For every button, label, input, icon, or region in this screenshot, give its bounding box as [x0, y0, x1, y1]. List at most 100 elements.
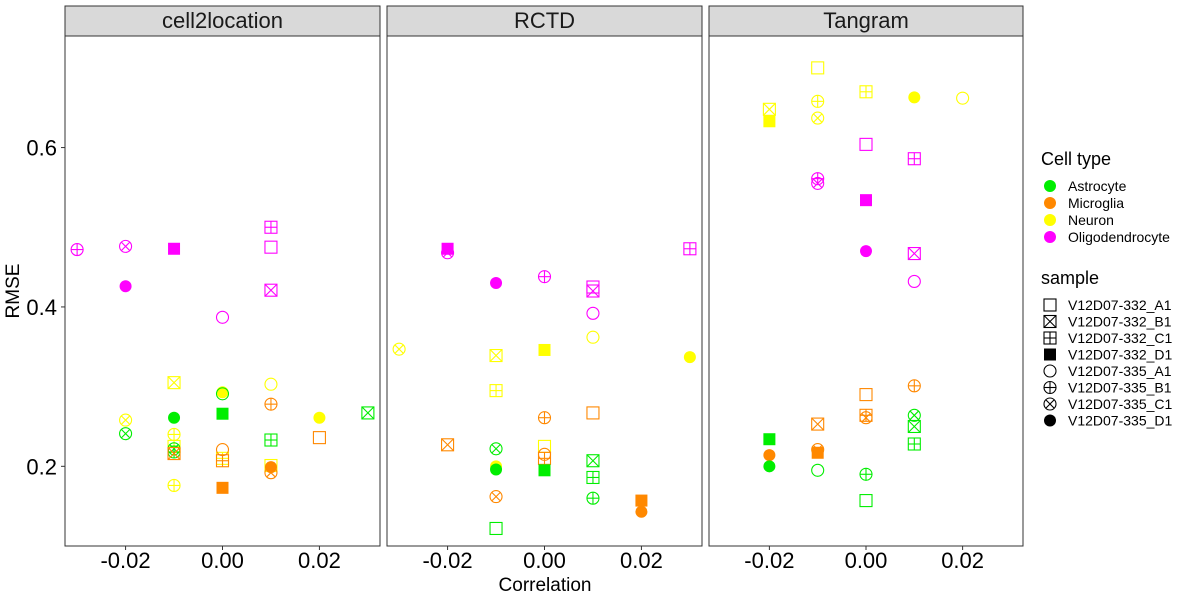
legend-key: [1044, 231, 1056, 243]
facet-strip-label: Tangram: [823, 8, 909, 33]
legend-label: Oligodendrocyte: [1068, 229, 1170, 245]
data-point: [215, 310, 230, 324]
data-point: [538, 464, 551, 477]
data-point: [490, 277, 503, 290]
legend-label: V12D07-335_C1: [1068, 396, 1173, 412]
data-point: [586, 284, 600, 298]
legend-label: V12D07-332_B1: [1068, 314, 1172, 330]
legend-key: [1044, 414, 1056, 427]
legend-item-cell-type: Oligodendrocyte: [1044, 229, 1170, 245]
data-point: [441, 438, 455, 452]
legend-title-cell-type: Cell type: [1041, 149, 1111, 169]
data-point: [538, 343, 551, 356]
legend-item-sample: V12D07-335_D1: [1044, 413, 1173, 429]
facet-panels: cell2location -0.02 0.00 0.02 RCTD -0.02 0.00 0…: [64, 5, 1024, 573]
data-point: [264, 283, 278, 297]
legend-key: [1043, 380, 1057, 395]
legend-key: [1043, 331, 1057, 345]
data-point: [763, 433, 776, 446]
facet-strip: [386, 5, 703, 37]
legend-key: [1043, 397, 1057, 411]
data-point: [361, 406, 375, 420]
data-point: [859, 137, 873, 151]
data-point: [167, 376, 181, 390]
legend-label: V12D07-335_A1: [1068, 363, 1172, 379]
x-tick-label: 0.02: [620, 548, 663, 573]
legend-item-sample: V12D07-332_A1: [1043, 297, 1172, 313]
data-point: [215, 387, 230, 401]
legend-key: [1044, 197, 1056, 209]
x-tick-label: 0.00: [845, 548, 888, 573]
data-point: [907, 408, 921, 422]
data-point: [441, 242, 454, 255]
data-point: [908, 91, 921, 104]
data-point: [859, 494, 873, 508]
data-point: [859, 467, 873, 481]
data-point: [119, 427, 133, 441]
x-tick-label: -0.02: [100, 548, 150, 573]
facet-plot-area: [708, 35, 1024, 547]
data-point: [168, 242, 181, 255]
data-point: [763, 115, 776, 128]
data-point: [860, 194, 872, 207]
data-point: [586, 330, 600, 344]
data-point: [907, 274, 921, 288]
data-point: [489, 348, 503, 363]
data-point: [907, 152, 921, 166]
y-tick-label: 0.4: [26, 295, 57, 320]
legend-label: V12D07-335_B1: [1068, 380, 1172, 396]
legend-key: [1043, 364, 1057, 378]
facet-strip-label: RCTD: [514, 8, 575, 33]
data-point: [907, 437, 921, 451]
data-point: [312, 431, 326, 445]
data-point: [907, 246, 921, 261]
data-point: [441, 246, 455, 260]
data-point: [859, 411, 873, 425]
data-point: [216, 481, 229, 494]
data-point: [119, 413, 133, 427]
data-point: [489, 521, 503, 536]
x-tick-label: 0.02: [298, 548, 341, 573]
data-point: [811, 417, 825, 431]
x-tick-label: 0.02: [941, 548, 984, 573]
data-point: [489, 490, 503, 504]
facet-strip: [64, 5, 381, 37]
facet-strip: [708, 5, 1024, 37]
data-point: [215, 454, 230, 468]
x-tick-label: -0.02: [744, 548, 794, 573]
data-point: [119, 280, 132, 293]
data-point: [860, 245, 872, 258]
data-point: [956, 91, 970, 105]
y-tick-label: 0.6: [26, 136, 57, 161]
facet-points: [762, 61, 970, 508]
x-axis-title: Correlation: [499, 575, 592, 596]
legend-key: [1044, 180, 1056, 192]
data-point: [537, 270, 552, 284]
legend-item-sample: V12D07-335_A1: [1043, 363, 1172, 379]
legend-label: V12D07-332_A1: [1068, 297, 1172, 313]
data-point: [216, 407, 229, 420]
data-point: [586, 491, 600, 505]
data-point: [167, 427, 181, 441]
y-axis: 0.2 0.4 0.6: [26, 136, 65, 479]
data-point: [264, 397, 278, 411]
data-point: [264, 466, 278, 480]
data-point: [811, 111, 825, 125]
data-point: [586, 454, 600, 468]
legend-title-sample: sample: [1041, 268, 1099, 288]
data-point: [586, 470, 600, 485]
data-point: [264, 240, 278, 254]
data-point: [264, 433, 278, 447]
data-point: [907, 379, 921, 393]
data-point: [859, 85, 873, 99]
data-point: [763, 449, 776, 462]
legend-item-cell-type: Neuron: [1044, 212, 1114, 228]
x-tick-label: -0.02: [422, 548, 472, 573]
data-point: [811, 463, 825, 477]
legend-key: [1044, 348, 1056, 361]
data-point: [70, 243, 84, 257]
legend-item-sample: V12D07-332_D1: [1044, 347, 1173, 363]
data-point: [763, 460, 776, 473]
legend-label: Microglia: [1068, 195, 1124, 211]
